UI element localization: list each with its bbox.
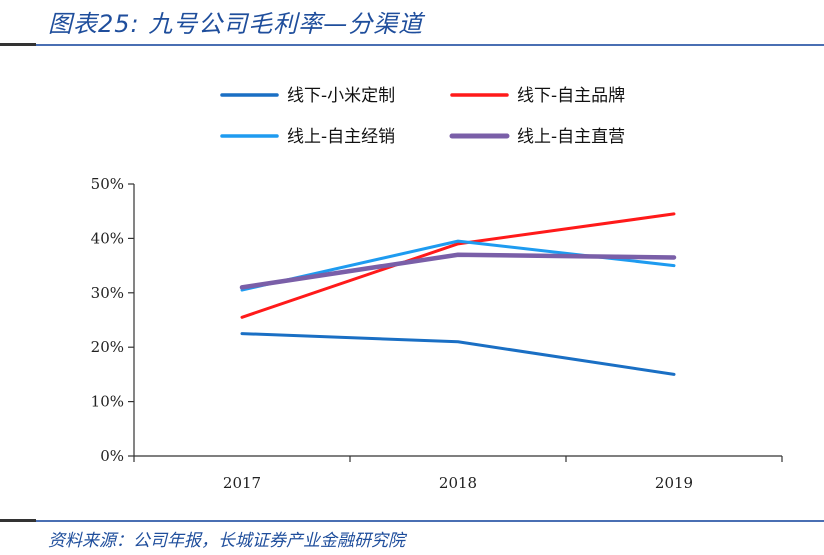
y-tick-label: 40% [91, 229, 124, 247]
chart-series [239, 212, 677, 376]
source-note: 资料来源：公司年报，长城证券产业金融研究院 [48, 531, 405, 551]
series-line-2 [240, 212, 676, 319]
legend-label: 线上-自主直营 [517, 127, 625, 147]
x-tick-label: 2019 [655, 474, 693, 492]
footer-rule-accent [0, 519, 36, 522]
legend-label: 线下-小米定制 [287, 86, 395, 106]
y-tick-label: 0% [100, 447, 124, 465]
figure-title: 图表25: 九号公司毛利率—分渠道 [48, 10, 424, 38]
x-tick-label: 2018 [439, 474, 477, 492]
y-tick-label: 30% [91, 284, 124, 302]
footer-rule [0, 520, 824, 522]
y-tick-label: 50% [91, 175, 124, 193]
series-line-3 [240, 239, 676, 292]
series-line-4 [239, 252, 677, 290]
legend-label: 线下-自主品牌 [517, 86, 625, 106]
y-tick-label: 20% [91, 338, 124, 356]
x-tick-label: 2017 [223, 474, 261, 492]
legend-label: 线上-自主经销 [287, 127, 395, 147]
header-rule-accent [0, 43, 36, 46]
y-tick-label: 10% [91, 393, 124, 411]
chart-axes: 0% 10% 20% 30% 40% 50% 2017 2018 2019 [91, 175, 783, 492]
series-line-1 [240, 332, 676, 376]
header-rule [0, 44, 824, 46]
